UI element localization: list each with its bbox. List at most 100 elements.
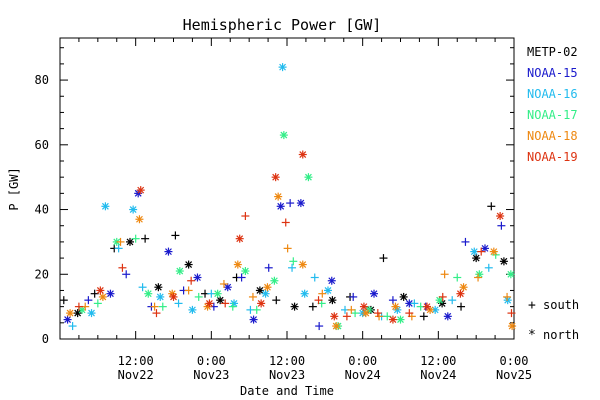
data-point-north [304,173,313,182]
data-point-south [289,257,298,266]
data-point-north [135,215,144,224]
data-point-south [138,283,147,292]
data-point-north [332,322,341,331]
plot-frame [59,37,515,340]
data-point-north [271,173,280,182]
data-point-south [74,302,83,311]
data-point-north [296,199,305,208]
data-point-north [278,63,287,72]
data-point-north [422,302,431,311]
y-axis: 0 20 40 60 80 [35,47,514,346]
data-point-north [503,296,512,305]
data-point-north [96,286,105,295]
data-point-north [164,247,173,256]
x-tick-time-label: 0:00 [197,354,226,368]
x-tick-date-label: Nov25 [496,368,532,382]
data-point-south [318,289,327,298]
data-point-north [276,202,285,211]
data-point-south [484,263,493,272]
data-point-south [503,292,512,301]
data-point-north [156,292,165,301]
data-point-south [286,199,295,208]
data-point-south [116,237,125,246]
data-point-south [419,312,428,321]
legend-entry: NOAA-19 [527,150,578,164]
data-point-south [477,247,486,256]
data-point-south [373,309,382,318]
data-point-south [150,302,159,311]
data-point-south [131,234,140,243]
x-tick-date-label: Nov23 [269,368,305,382]
data-point-north [66,309,75,318]
data-point-north [125,237,134,246]
marker-legend-label: north [543,328,579,342]
chart-title: Hemispheric Power [GW] [183,16,382,34]
y-tick-label: 0 [42,332,49,346]
data-point-north [270,276,279,285]
data-point-north [175,267,184,276]
data-point-north [136,186,145,195]
x-tick-time-label: 0:00 [348,354,377,368]
data-point-south [310,273,319,282]
data-point-south [474,273,483,282]
data-point-south [314,296,323,305]
x-tick-date-label: Nov22 [118,368,154,382]
y-tick-label: 60 [35,138,49,152]
data-point-south [118,263,127,272]
marker-legend: + south * north [528,298,579,343]
data-point-north [101,202,110,211]
x-tick-time-label: 12:00 [269,354,305,368]
data-point-north [300,289,309,298]
data-point-north [129,205,138,214]
data-point-south [141,234,150,243]
data-point-south [288,263,297,272]
data-point-south [383,312,392,321]
data-point-north [213,289,222,298]
data-point-south [487,202,496,211]
data-point-north [216,296,225,305]
data-point-north [205,299,214,308]
data-point-south [264,263,273,272]
data-point-south [497,221,506,230]
marker-legend-label: south [543,298,579,312]
data-point-south [457,302,466,311]
data-point-north [263,283,272,292]
data-point-south [90,289,99,298]
data-point-south [349,292,358,301]
data-point-south [59,296,68,305]
data-point-north [330,312,339,321]
data-point-north [456,289,465,298]
data-point-south [228,302,237,311]
data-point-north [323,286,332,295]
legend: METP-02 NOAA-15 NOAA-16 NOAA-17 NOAA-18 NOAA-… [527,45,578,164]
data-point-north [327,276,336,285]
data-point-south [410,299,419,308]
data-points [59,63,517,331]
data-point-south [184,286,193,295]
data-point-south [219,279,228,288]
data-point-south [158,302,167,311]
data-point-south [171,231,180,240]
data-point-north [257,299,266,308]
x-axis: 12:00Nov220:00Nov2312:00Nov230:00Nov2412… [59,38,532,382]
data-point-south [221,299,230,308]
data-point-south [194,292,203,301]
legend-entry: NOAA-15 [527,66,578,80]
data-point-north [154,283,163,292]
x-axis-label: Date and Time [240,384,334,398]
data-point-north [470,247,479,256]
x-tick-time-label: 12:00 [420,354,456,368]
data-point-north [359,302,368,311]
data-point-north [279,131,288,140]
data-point-south [281,218,290,227]
y-tick-label: 20 [35,267,49,281]
data-point-north [255,286,264,295]
data-point-north [361,309,370,318]
data-point-north [241,267,250,276]
data-point-north [370,289,379,298]
data-point-south [114,244,123,253]
data-point-north [399,292,408,301]
data-point-north [235,234,244,243]
data-point-north [391,302,400,311]
